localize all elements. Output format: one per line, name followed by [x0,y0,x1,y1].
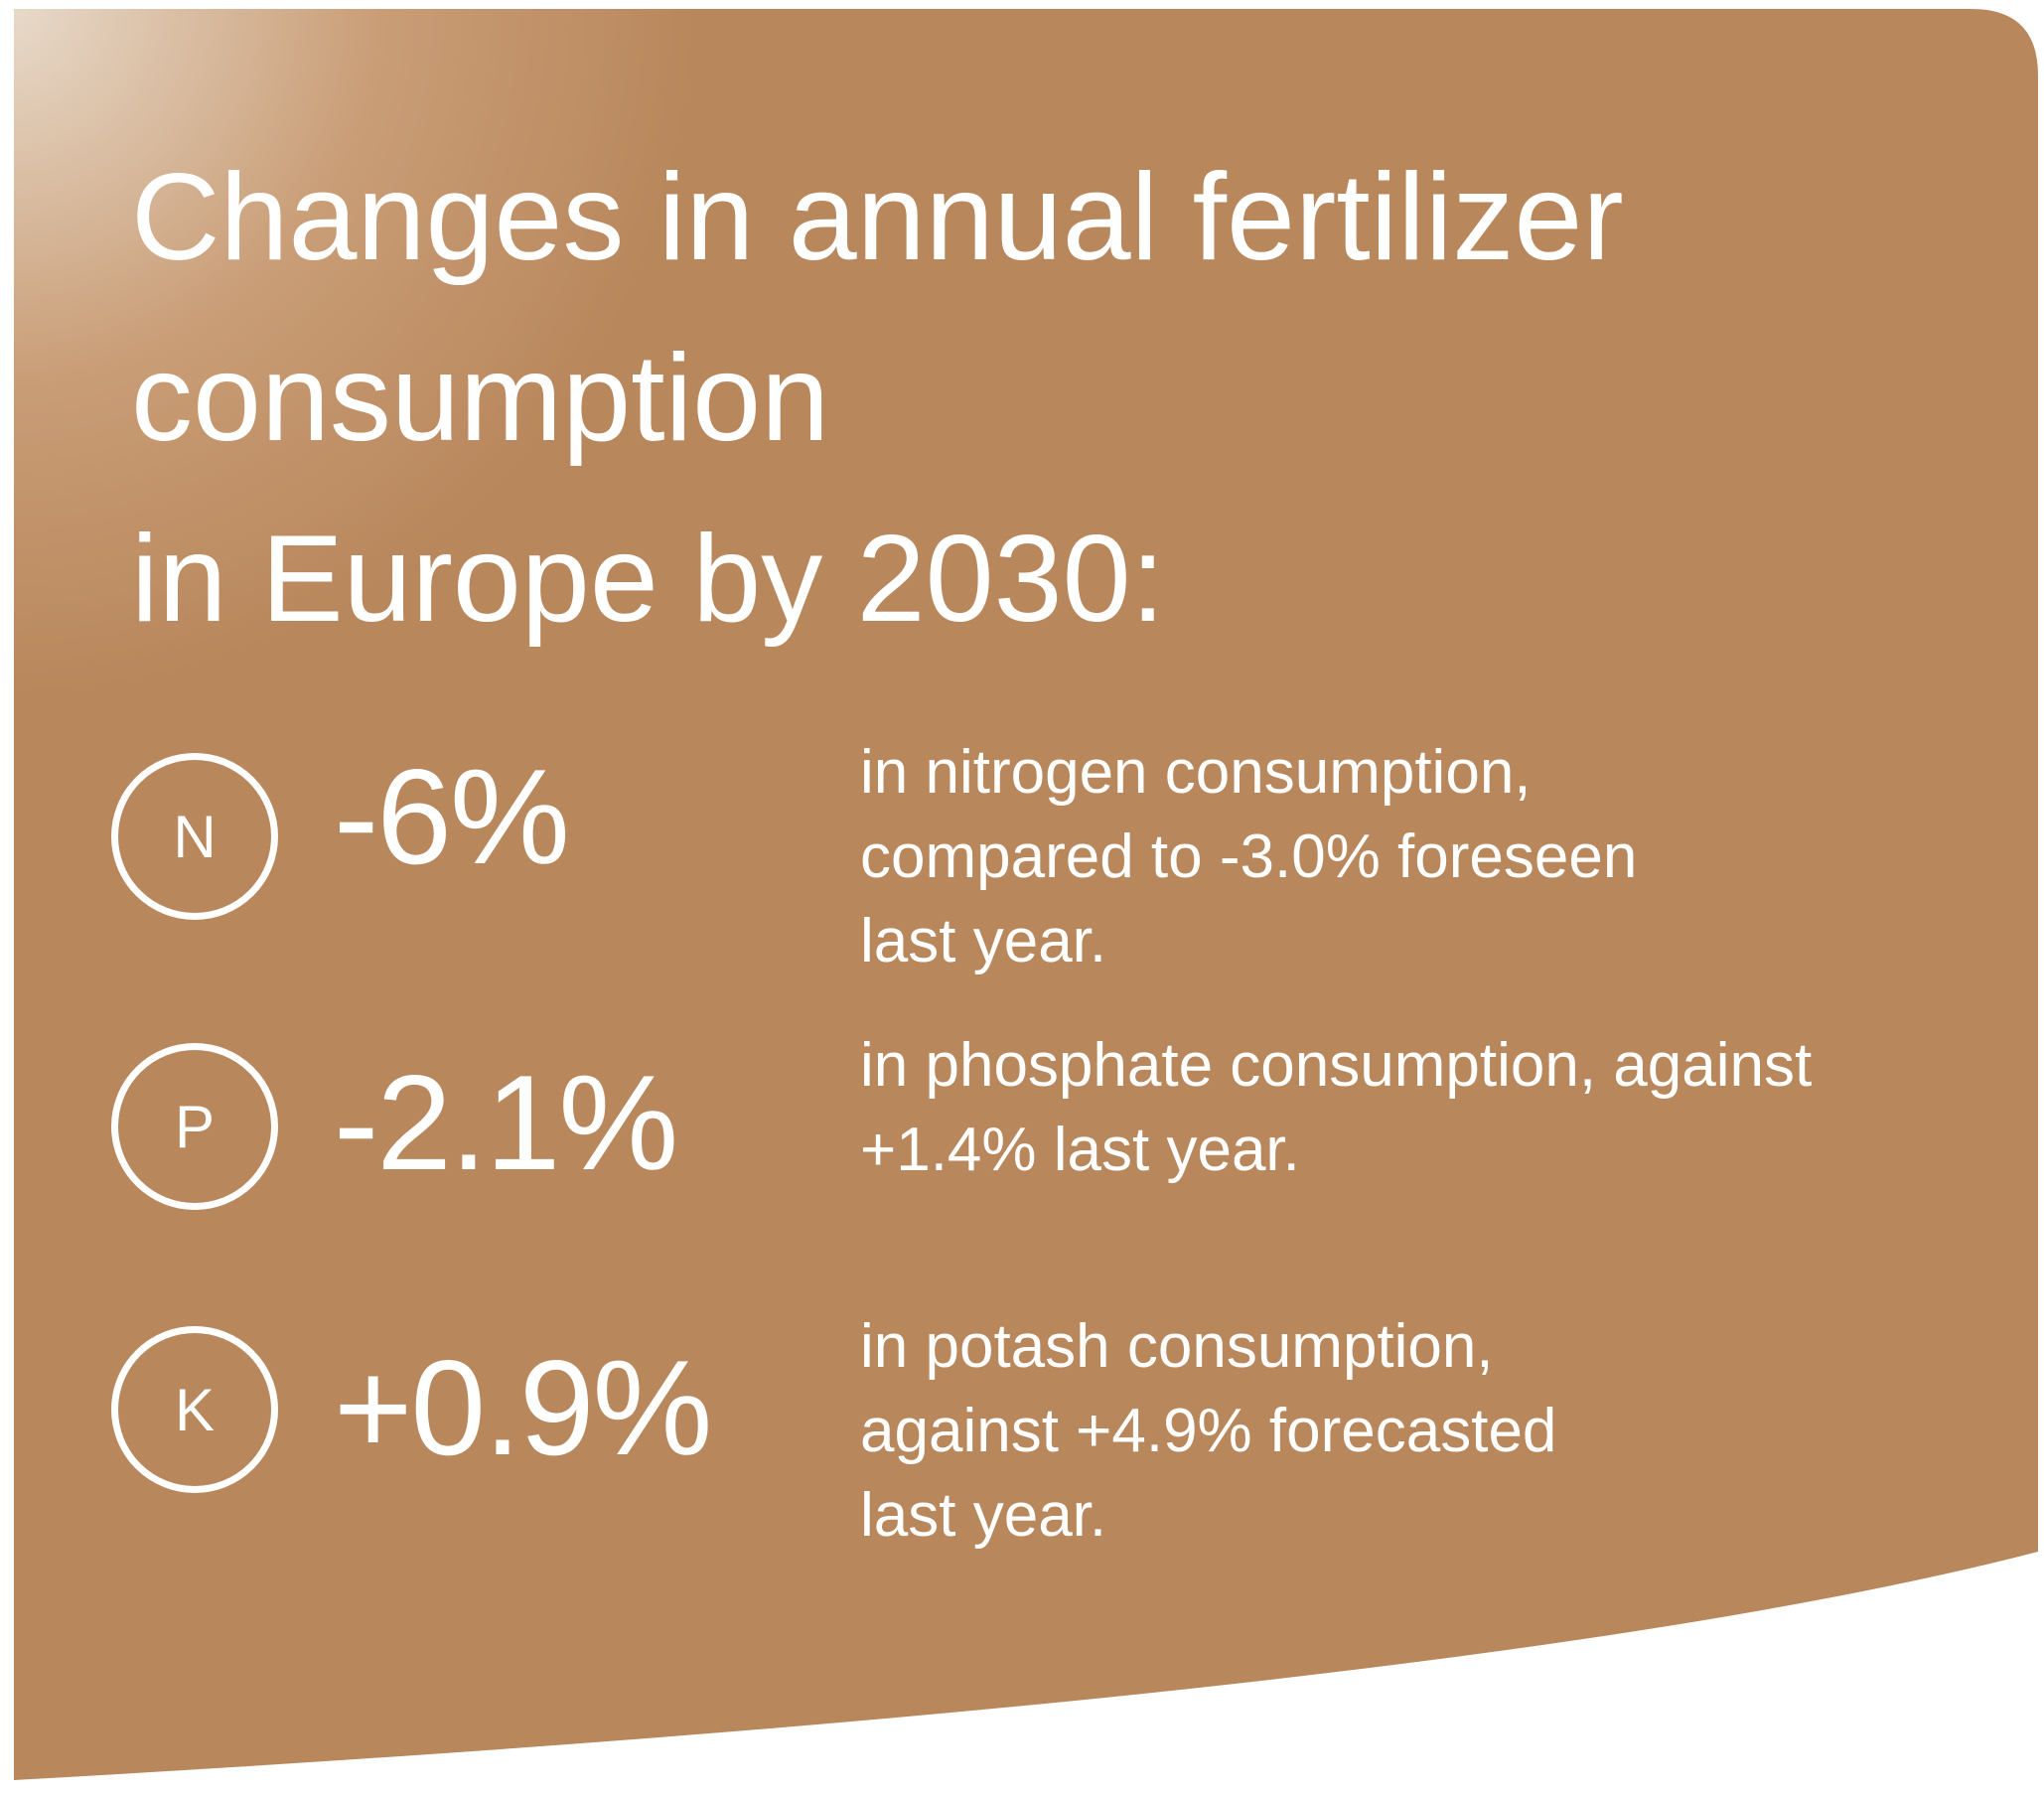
potash-symbol-circle: K [111,1326,278,1493]
nitrogen-description: in nitrogen consumption, compared to -3.… [860,730,1637,983]
potash-change-value: +0.9% [334,1332,712,1483]
phosphate-symbol-label: P [174,1093,216,1160]
nitrogen-description-line: last year. [860,907,1107,975]
phosphate-change-value: -2.1% [334,1047,678,1198]
potash-symbol-label: K [174,1376,216,1443]
headline-line-1: Changes in annual fertilizer [131,149,1624,286]
phosphate-description-line: +1.4% last year. [860,1116,1300,1184]
potash-description-line: against +4.9% forecasted [860,1397,1557,1465]
nitrogen-change-value: -6% [334,741,570,892]
headline-line-2: consumption [131,330,830,467]
phosphate-description: in phosphate consumption, against +1.4% … [860,1023,1812,1192]
potash-description-line: in potash consumption, [860,1312,1494,1381]
nitrogen-description-line: compared to -3.0% foreseen [860,823,1638,891]
card-shape [14,9,2038,1780]
headline: Changes in annual fertilizer consumption… [131,127,1624,670]
potash-description: in potash consumption, against +4.9% for… [860,1304,1556,1558]
phosphate-description-line: in phosphate consumption, against [860,1031,1813,1100]
phosphate-symbol-circle: P [111,1043,278,1210]
nitrogen-description-line: in nitrogen consumption, [860,738,1532,807]
headline-line-3: in Europe by 2030: [131,511,1165,648]
potash-description-line: last year. [860,1481,1107,1550]
nitrogen-symbol-circle: N [111,753,278,920]
nitrogen-symbol-label: N [173,803,217,870]
